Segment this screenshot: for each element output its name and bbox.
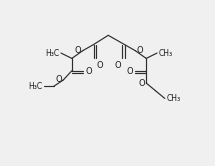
- Text: H₃C: H₃C: [45, 48, 59, 58]
- Text: O: O: [137, 46, 144, 55]
- Text: CH₃: CH₃: [159, 48, 173, 58]
- Text: O: O: [138, 79, 145, 87]
- Text: O: O: [97, 61, 103, 70]
- Text: O: O: [126, 67, 133, 76]
- Text: CH₃: CH₃: [166, 94, 181, 103]
- Text: O: O: [85, 67, 92, 76]
- Text: O: O: [115, 61, 121, 70]
- Text: H₃C: H₃C: [28, 82, 42, 91]
- Text: O: O: [55, 76, 62, 84]
- Text: O: O: [75, 46, 81, 55]
